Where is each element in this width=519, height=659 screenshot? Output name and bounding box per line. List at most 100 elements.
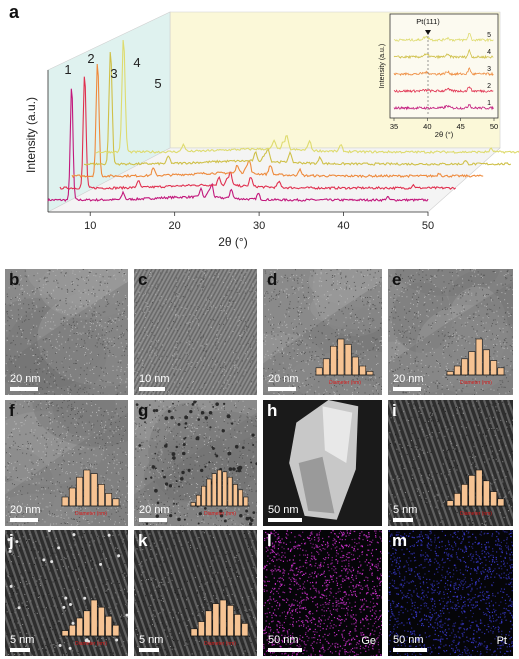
inset-x-label: 2θ (°): [435, 130, 454, 139]
micrograph-image: [263, 530, 382, 656]
scale-bar: [393, 387, 421, 391]
xrd-curve-3: [71, 63, 484, 179]
scale-bar-label: 10 nm: [139, 373, 170, 385]
panel-g: Diameter (nm) g 20 nm: [134, 400, 257, 526]
hist-bar: [97, 606, 105, 637]
panel-letter-g: g: [138, 401, 149, 420]
inset-label-1: 1: [487, 100, 491, 107]
curve-label-4: 4: [133, 55, 140, 70]
x-tick-label: 40: [337, 220, 349, 232]
scale-bar: [393, 518, 413, 522]
hist-x-label: Diameter (nm): [460, 380, 492, 386]
inset-y-label: Intensity (a.u.): [379, 44, 386, 88]
x-tick-label: 50: [422, 220, 434, 232]
scale-bar-label: 50 nm: [268, 504, 299, 516]
scale-bar: [393, 648, 427, 652]
hist-bar: [337, 338, 345, 376]
scale-bar-label: 5 nm: [393, 504, 418, 516]
hist-bar: [482, 349, 490, 376]
xrd-curves: [47, 39, 519, 203]
hist-bar: [351, 356, 359, 376]
micrograph-image: [5, 530, 128, 656]
x-tick-label: 30: [253, 220, 265, 232]
inset-label-2: 2: [487, 83, 491, 90]
panel-k: Diameter (nm) k 5 nm: [134, 530, 257, 656]
hist-bar: [366, 371, 374, 376]
x-axis-label: 2θ (°): [218, 235, 247, 249]
panel-letter-f: f: [9, 401, 15, 420]
hist-bar: [453, 365, 461, 376]
micrograph-image: [263, 400, 382, 526]
hist-bar: [112, 624, 120, 637]
panel-letter-b: b: [9, 270, 20, 289]
hist-bar: [490, 491, 498, 507]
scale-bar: [10, 518, 38, 522]
hist-bar: [83, 469, 91, 507]
xrd-curve-1: [47, 88, 429, 203]
hist-bar: [468, 475, 476, 507]
panel-letter-c: c: [138, 270, 148, 289]
hist-bar: [490, 360, 498, 376]
curve-label-group: 1 2 3 45: [64, 51, 161, 91]
hist-x-label: Diameter (nm): [204, 511, 236, 517]
x-tick-group: 10 20 30 40 50: [84, 212, 434, 232]
scale-bar: [139, 518, 167, 522]
inset-tick-label: 45: [456, 122, 464, 131]
element-label: Pt: [496, 635, 507, 647]
scale-bar: [10, 387, 38, 391]
hist-bar: [197, 621, 205, 637]
hist-bar: [195, 494, 201, 507]
scale-bar: [10, 648, 30, 652]
inset-curves: [393, 33, 494, 111]
diameter-histogram: Diameter (nm): [446, 469, 506, 517]
panel-d: Diameter (nm) d 20 nm: [263, 269, 382, 395]
hist-bar: [238, 489, 244, 507]
inset-label-group: 5 4 3 2 1: [487, 32, 491, 107]
micrograph-image: [388, 530, 513, 656]
x-tick-label: 10: [84, 220, 96, 232]
inset-tick-label: 35: [390, 122, 398, 131]
panel-letter-k: k: [138, 531, 148, 550]
hist-bar: [446, 500, 454, 507]
scale-bar-label: 20 nm: [139, 504, 170, 516]
y-axis-label: Intensity (a.u.): [24, 97, 38, 173]
scale-bar-label: 20 nm: [10, 504, 41, 516]
panel-letter-e: e: [392, 270, 402, 289]
hist-bar: [105, 615, 113, 637]
inset-label-5: 5: [487, 32, 491, 39]
hist-bar: [359, 365, 367, 376]
panel-letter-i: i: [392, 401, 397, 420]
hist-bar: [497, 498, 505, 507]
hist-bar: [190, 628, 198, 637]
inset-curve: [393, 48, 494, 60]
xrd-curve-4: [83, 51, 512, 166]
scale-bar-label: 20 nm: [10, 373, 41, 385]
inset-chart: Pt(111) Intensity (a.u.) 35 40 45 50 2θ (°)…: [379, 13, 499, 139]
hist-bar: [315, 367, 323, 376]
hist-bar: [90, 599, 98, 637]
hist-bar: [211, 473, 217, 507]
hist-bar: [76, 617, 84, 637]
hist-bar: [243, 496, 249, 507]
hist-bar: [461, 484, 469, 507]
scale-bar-label: 50 nm: [268, 634, 299, 646]
inset-curve: [393, 103, 494, 111]
diameter-histogram: Diameter (nm): [61, 599, 121, 647]
scale-bar: [139, 648, 159, 652]
hist-bar: [90, 473, 98, 507]
inset-label-4: 4: [487, 49, 491, 56]
hist-bar: [68, 624, 76, 637]
hist-bar: [482, 480, 490, 507]
hist-bar: [227, 476, 233, 507]
hist-bar: [475, 469, 483, 507]
scale-bar: [268, 518, 302, 522]
x-tick-label: 20: [169, 220, 181, 232]
curve-label-2: 2: [87, 51, 94, 66]
scale-bar: [139, 387, 165, 391]
diameter-histogram: Diameter (nm): [61, 469, 121, 517]
xrd-curve-5: [95, 39, 519, 154]
element-label: Ge: [361, 635, 376, 647]
hist-bar: [61, 630, 69, 637]
hist-bar: [234, 614, 242, 637]
hist-bar: [226, 605, 234, 637]
